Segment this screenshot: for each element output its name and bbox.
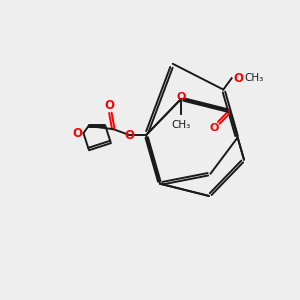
- Text: O: O: [72, 127, 82, 140]
- Text: CH₃: CH₃: [172, 120, 191, 130]
- Text: O: O: [233, 72, 243, 85]
- Text: O: O: [209, 123, 219, 133]
- Text: O: O: [176, 92, 186, 102]
- Text: O: O: [125, 129, 135, 142]
- Text: CH₃: CH₃: [244, 73, 263, 83]
- Text: O: O: [104, 99, 114, 112]
